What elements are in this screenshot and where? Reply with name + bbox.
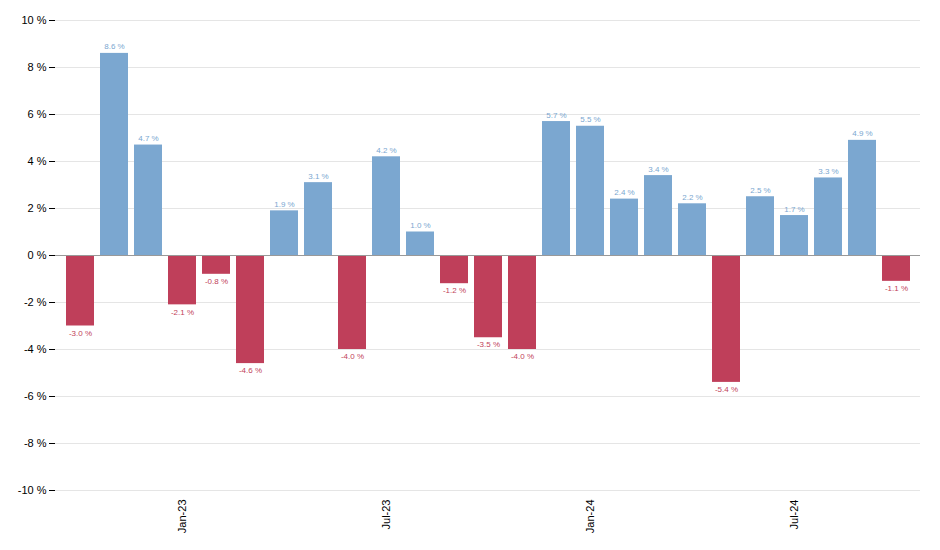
- svg-text:Jan-23: Jan-23: [176, 500, 188, 534]
- svg-text:2 %: 2 %: [28, 202, 47, 214]
- svg-text:-1.2 %: -1.2 %: [443, 286, 466, 295]
- svg-text:8.6 %: 8.6 %: [104, 42, 124, 51]
- svg-text:-4 %: -4 %: [24, 343, 47, 355]
- svg-text:0 %: 0 %: [28, 249, 47, 261]
- svg-text:4 %: 4 %: [28, 155, 47, 167]
- svg-text:2.4 %: 2.4 %: [614, 188, 634, 197]
- svg-text:10 %: 10 %: [21, 14, 46, 26]
- svg-text:-4.0 %: -4.0 %: [511, 352, 534, 361]
- svg-text:8 %: 8 %: [28, 61, 47, 73]
- svg-text:3.4 %: 3.4 %: [648, 165, 668, 174]
- svg-text:2.5 %: 2.5 %: [750, 186, 770, 195]
- svg-text:2.2 %: 2.2 %: [682, 193, 702, 202]
- svg-text:1.7 %: 1.7 %: [784, 205, 804, 214]
- svg-text:Jul-23: Jul-23: [380, 500, 392, 530]
- svg-text:-4.0 %: -4.0 %: [341, 352, 364, 361]
- svg-text:1.0 %: 1.0 %: [410, 221, 430, 230]
- svg-text:-4.6 %: -4.6 %: [239, 366, 262, 375]
- svg-text:5.5 %: 5.5 %: [580, 115, 600, 124]
- svg-text:-3.5 %: -3.5 %: [477, 340, 500, 349]
- svg-text:-8 %: -8 %: [24, 437, 47, 449]
- svg-text:1.9 %: 1.9 %: [274, 200, 294, 209]
- svg-text:Jul-24: Jul-24: [788, 500, 800, 530]
- svg-text:5.7 %: 5.7 %: [546, 111, 566, 120]
- svg-text:-0.8 %: -0.8 %: [205, 277, 228, 286]
- svg-text:4.7 %: 4.7 %: [138, 134, 158, 143]
- svg-text:-3.0 %: -3.0 %: [69, 329, 92, 338]
- svg-text:4.9 %: 4.9 %: [852, 129, 872, 138]
- svg-text:-10 %: -10 %: [18, 484, 47, 496]
- svg-text:3.1 %: 3.1 %: [308, 172, 328, 181]
- svg-text:3.3 %: 3.3 %: [818, 167, 838, 176]
- svg-text:-6 %: -6 %: [24, 390, 47, 402]
- svg-text:4.2 %: 4.2 %: [376, 146, 396, 155]
- svg-text:-5.4 %: -5.4 %: [715, 385, 738, 394]
- svg-text:-2.1 %: -2.1 %: [171, 308, 194, 317]
- svg-text:Jan-24: Jan-24: [584, 500, 596, 534]
- svg-text:-1.1 %: -1.1 %: [885, 284, 908, 293]
- svg-text:6 %: 6 %: [28, 108, 47, 120]
- svg-text:-2 %: -2 %: [24, 296, 47, 308]
